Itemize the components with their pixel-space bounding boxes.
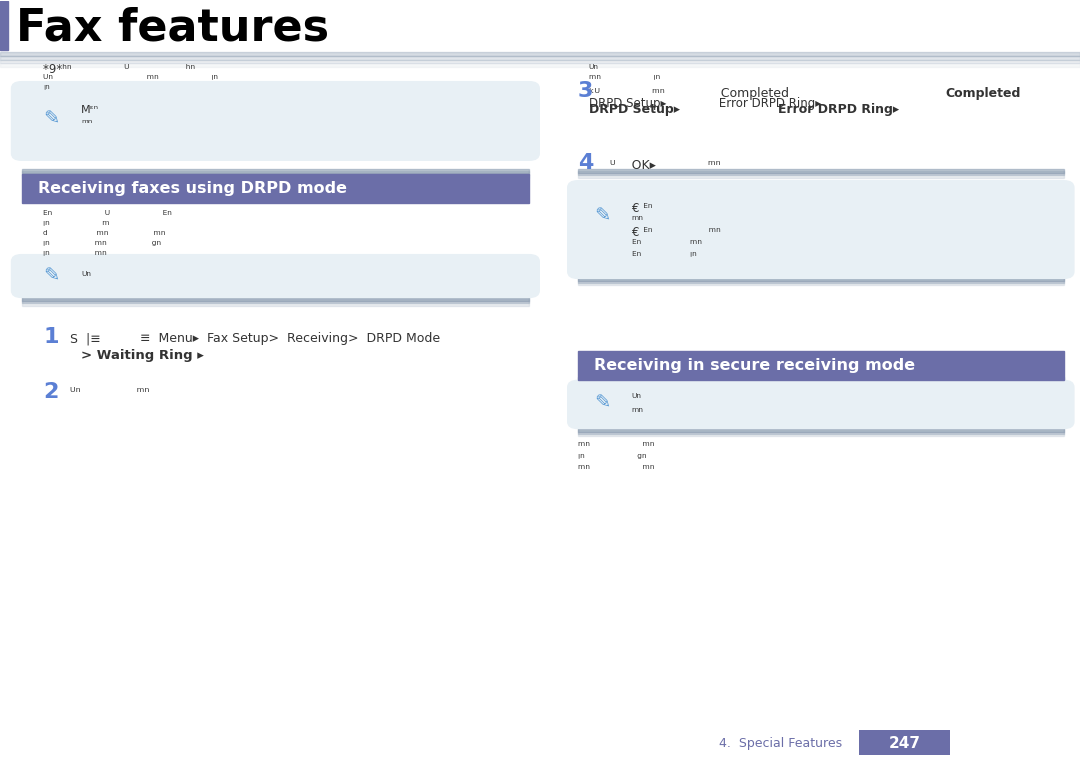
Text: DRPD Setup▸: DRPD Setup▸ bbox=[589, 103, 679, 116]
Text: S  |≡: S |≡ bbox=[70, 333, 109, 346]
Bar bbox=[22, 174, 529, 203]
Text: ᵏᵁ             ᵐⁿ              Completed: ᵏᵁ ᵐⁿ Completed bbox=[589, 88, 788, 101]
Bar bbox=[22, 297, 529, 301]
Bar bbox=[0, 1, 8, 50]
Text: ᵐⁿ              ᵐⁿ: ᵐⁿ ᵐⁿ bbox=[578, 440, 654, 453]
Bar bbox=[578, 169, 1064, 173]
Text: ᴱⁿ              ᵁ              ᴱⁿ: ᴱⁿ ᵁ ᴱⁿ bbox=[43, 209, 172, 222]
FancyBboxPatch shape bbox=[567, 180, 1075, 279]
Text: ᵐⁿ: ᵐⁿ bbox=[632, 214, 644, 227]
Text: ᵁⁿ: ᵁⁿ bbox=[589, 63, 598, 76]
Bar bbox=[578, 273, 1064, 278]
Bar bbox=[578, 269, 1064, 273]
Bar bbox=[0, 52, 1080, 56]
Bar bbox=[578, 420, 1064, 424]
Text: Completed: Completed bbox=[945, 88, 1021, 101]
Text: ᵁ    OK▸             ᵐⁿ: ᵁ OK▸ ᵐⁿ bbox=[610, 159, 720, 172]
Text: € ᴱⁿ: € ᴱⁿ bbox=[632, 201, 652, 214]
Bar bbox=[22, 173, 529, 178]
Text: Fax features: Fax features bbox=[16, 6, 329, 49]
Text: ✎: ✎ bbox=[594, 394, 610, 413]
Text: > Waiting Ring ▸: > Waiting Ring ▸ bbox=[81, 349, 204, 362]
Text: Mᵋⁿ: Mᵋⁿ bbox=[81, 105, 99, 115]
Text: ᵁⁿ: ᵁⁿ bbox=[632, 392, 642, 405]
Text: ᴱⁿ             ᵐⁿ: ᴱⁿ ᵐⁿ bbox=[632, 238, 702, 251]
Bar bbox=[22, 289, 529, 294]
Bar bbox=[578, 424, 1064, 429]
Text: ᴱⁿ             ᵎⁿ: ᴱⁿ ᵎⁿ bbox=[632, 250, 697, 263]
Bar bbox=[578, 378, 1064, 382]
Text: 2: 2 bbox=[43, 382, 58, 402]
Bar bbox=[578, 382, 1064, 387]
Bar bbox=[859, 730, 950, 755]
Bar bbox=[578, 430, 1064, 434]
Bar bbox=[22, 169, 529, 173]
FancyBboxPatch shape bbox=[567, 380, 1075, 430]
Text: ᵐⁿ: ᵐⁿ bbox=[81, 119, 93, 130]
Text: *9*ʰⁿ              ᵁ               ʰⁿ: *9*ʰⁿ ᵁ ʰⁿ bbox=[43, 63, 195, 76]
Bar bbox=[578, 173, 1064, 178]
Text: ✎: ✎ bbox=[43, 266, 59, 285]
Text: ᵎⁿ            ᵐⁿ: ᵎⁿ ᵐⁿ bbox=[43, 249, 107, 262]
Text: ᵁⁿ                         ᵐⁿ              ᵎⁿ: ᵁⁿ ᵐⁿ ᵎⁿ bbox=[43, 73, 218, 86]
Bar bbox=[578, 432, 1064, 436]
Text: € ᴱⁿ               ᵐⁿ: € ᴱⁿ ᵐⁿ bbox=[632, 226, 720, 239]
Text: Receiving faxes using DRPD mode: Receiving faxes using DRPD mode bbox=[38, 181, 347, 196]
Bar bbox=[0, 56, 1080, 60]
Text: ≡  Menu▸  Fax Setup>  Receiving>  DRPD Mode: ≡ Menu▸ Fax Setup> Receiving> DRPD Mode bbox=[140, 333, 441, 346]
Text: 4: 4 bbox=[578, 153, 593, 173]
Text: ᵁⁿ              ᵐⁿ: ᵁⁿ ᵐⁿ bbox=[70, 386, 149, 399]
Text: 3: 3 bbox=[578, 81, 593, 101]
Text: ✎: ✎ bbox=[43, 110, 59, 128]
Text: ᵐⁿ              ᵎⁿ: ᵐⁿ ᵎⁿ bbox=[589, 73, 660, 86]
Bar bbox=[578, 278, 1064, 283]
Bar bbox=[22, 291, 529, 296]
Bar bbox=[22, 299, 529, 304]
Text: 1: 1 bbox=[43, 327, 58, 347]
FancyBboxPatch shape bbox=[11, 254, 540, 298]
Text: ᵎⁿ: ᵎⁿ bbox=[43, 83, 50, 96]
Bar bbox=[578, 351, 1064, 380]
Text: 247: 247 bbox=[889, 736, 921, 752]
Text: 4.  Special Features: 4. Special Features bbox=[719, 738, 842, 751]
Bar bbox=[0, 63, 1080, 67]
Bar bbox=[22, 301, 529, 306]
FancyBboxPatch shape bbox=[11, 81, 540, 161]
Bar bbox=[22, 171, 529, 175]
Text: DRPD Setup▸              Error DRPD Ring▸: DRPD Setup▸ Error DRPD Ring▸ bbox=[589, 98, 821, 111]
Text: ᵁⁿ: ᵁⁿ bbox=[81, 269, 91, 282]
Text: Receiving in secure receiving mode: Receiving in secure receiving mode bbox=[594, 358, 915, 372]
Bar bbox=[578, 171, 1064, 175]
Bar bbox=[0, 60, 1080, 63]
Text: ᵎⁿ            ᵐⁿ            ᵍⁿ: ᵎⁿ ᵐⁿ ᵍⁿ bbox=[43, 239, 161, 252]
Bar bbox=[578, 276, 1064, 281]
Bar bbox=[578, 427, 1064, 432]
Text: ᵐⁿ              ᵐⁿ: ᵐⁿ ᵐⁿ bbox=[578, 463, 654, 476]
Bar bbox=[578, 271, 1064, 275]
Text: ᵎⁿ              ᵍⁿ: ᵎⁿ ᵍⁿ bbox=[578, 452, 647, 465]
Text: ✎: ✎ bbox=[594, 206, 610, 225]
Bar bbox=[22, 294, 529, 298]
Bar bbox=[578, 380, 1064, 385]
Text: Error DRPD Ring▸: Error DRPD Ring▸ bbox=[778, 103, 899, 116]
Bar bbox=[578, 281, 1064, 285]
Text: ᵐⁿ: ᵐⁿ bbox=[632, 406, 644, 419]
Text: ᵈ             ᵐⁿ            ᵐⁿ: ᵈ ᵐⁿ ᵐⁿ bbox=[43, 229, 165, 242]
Text: ᵎⁿ              ᵐ: ᵎⁿ ᵐ bbox=[43, 219, 110, 232]
Bar bbox=[578, 422, 1064, 427]
